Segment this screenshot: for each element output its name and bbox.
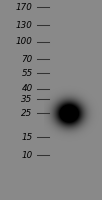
Text: 40: 40 [21,84,33,93]
Text: 35: 35 [21,95,33,104]
Text: 70: 70 [21,54,33,64]
Text: 15: 15 [21,132,33,142]
Text: 10: 10 [21,150,33,160]
Bar [0,0,45,200]
Text: 170: 170 [16,2,33,11]
Text: 55: 55 [21,68,33,77]
Text: 100: 100 [16,38,33,46]
Text: 130: 130 [16,21,33,29]
Text: 25: 25 [21,108,33,117]
